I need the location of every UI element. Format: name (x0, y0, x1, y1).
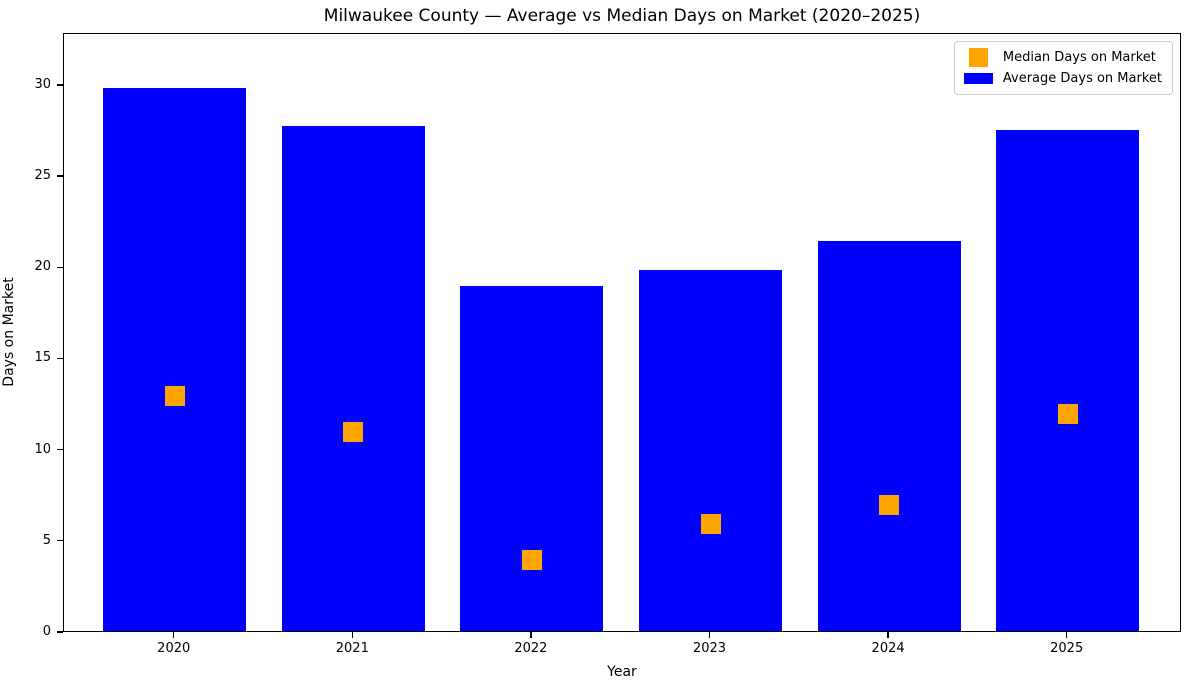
legend-swatch-column (963, 48, 995, 67)
median-marker-2021 (343, 422, 364, 443)
legend-label: Average Days on Market (1002, 71, 1162, 86)
bar-2021 (281, 125, 425, 631)
legend-swatch-column (963, 73, 995, 84)
x-tick-label-2022: 2022 (514, 641, 548, 656)
legend-entry: Median Days on Market (963, 47, 1162, 68)
x-tick-label-2024: 2024 (871, 641, 905, 656)
legend: Median Days on Market Average Days on Mar… (953, 41, 1173, 95)
bar-2025 (996, 129, 1140, 631)
x-tick-label-2020: 2020 (157, 641, 191, 656)
bar-2023 (639, 269, 782, 631)
y-tick-label: 0 (42, 624, 51, 639)
bar-2020 (103, 87, 247, 631)
y-tick-mark (57, 449, 63, 451)
y-tick-label: 20 (34, 259, 51, 275)
x-tick-label-2021: 2021 (335, 641, 369, 656)
x-tick-label-2025: 2025 (1050, 641, 1084, 656)
x-tick-mark (351, 632, 353, 638)
chart-title: Milwaukee County — Average vs Median Day… (323, 6, 921, 26)
y-axis-label: Days on Market (1, 277, 17, 387)
y-tick-label: 5 (42, 532, 51, 548)
median-marker-2022 (521, 550, 542, 571)
legend-entry: Average Days on Market (963, 68, 1162, 89)
x-tick-label-2023: 2023 (692, 641, 727, 656)
legend-bar-swatch-icon (964, 73, 994, 84)
x-tick-mark (1066, 632, 1068, 638)
x-tick-mark (708, 632, 711, 638)
legend-label: Median Days on Market (1002, 50, 1156, 65)
y-tick-mark (57, 540, 63, 542)
y-tick-mark (57, 266, 63, 268)
x-tick-mark (530, 632, 532, 638)
y-tick-mark (57, 84, 63, 86)
median-marker-2023 (700, 513, 721, 534)
y-tick-label: 25 (34, 168, 51, 184)
x-tick-mark (173, 632, 175, 638)
median-marker-2025 (1057, 404, 1078, 425)
bar-2022 (460, 286, 604, 631)
x-axis-label: Year (607, 664, 637, 680)
y-tick-mark (57, 175, 63, 177)
y-tick-mark (57, 631, 63, 633)
bar-2024 (817, 240, 961, 631)
y-tick-mark (57, 357, 63, 360)
y-tick-label: 30 (34, 76, 51, 92)
median-marker-2020 (164, 385, 185, 406)
x-tick-mark (887, 632, 889, 638)
legend-square-swatch-icon (969, 48, 989, 67)
median-marker-2024 (879, 495, 900, 516)
y-tick-label: 15 (34, 350, 51, 366)
y-tick-label: 10 (34, 441, 51, 457)
plot-area: Median Days on Market Average Days on Mar… (63, 33, 1181, 632)
